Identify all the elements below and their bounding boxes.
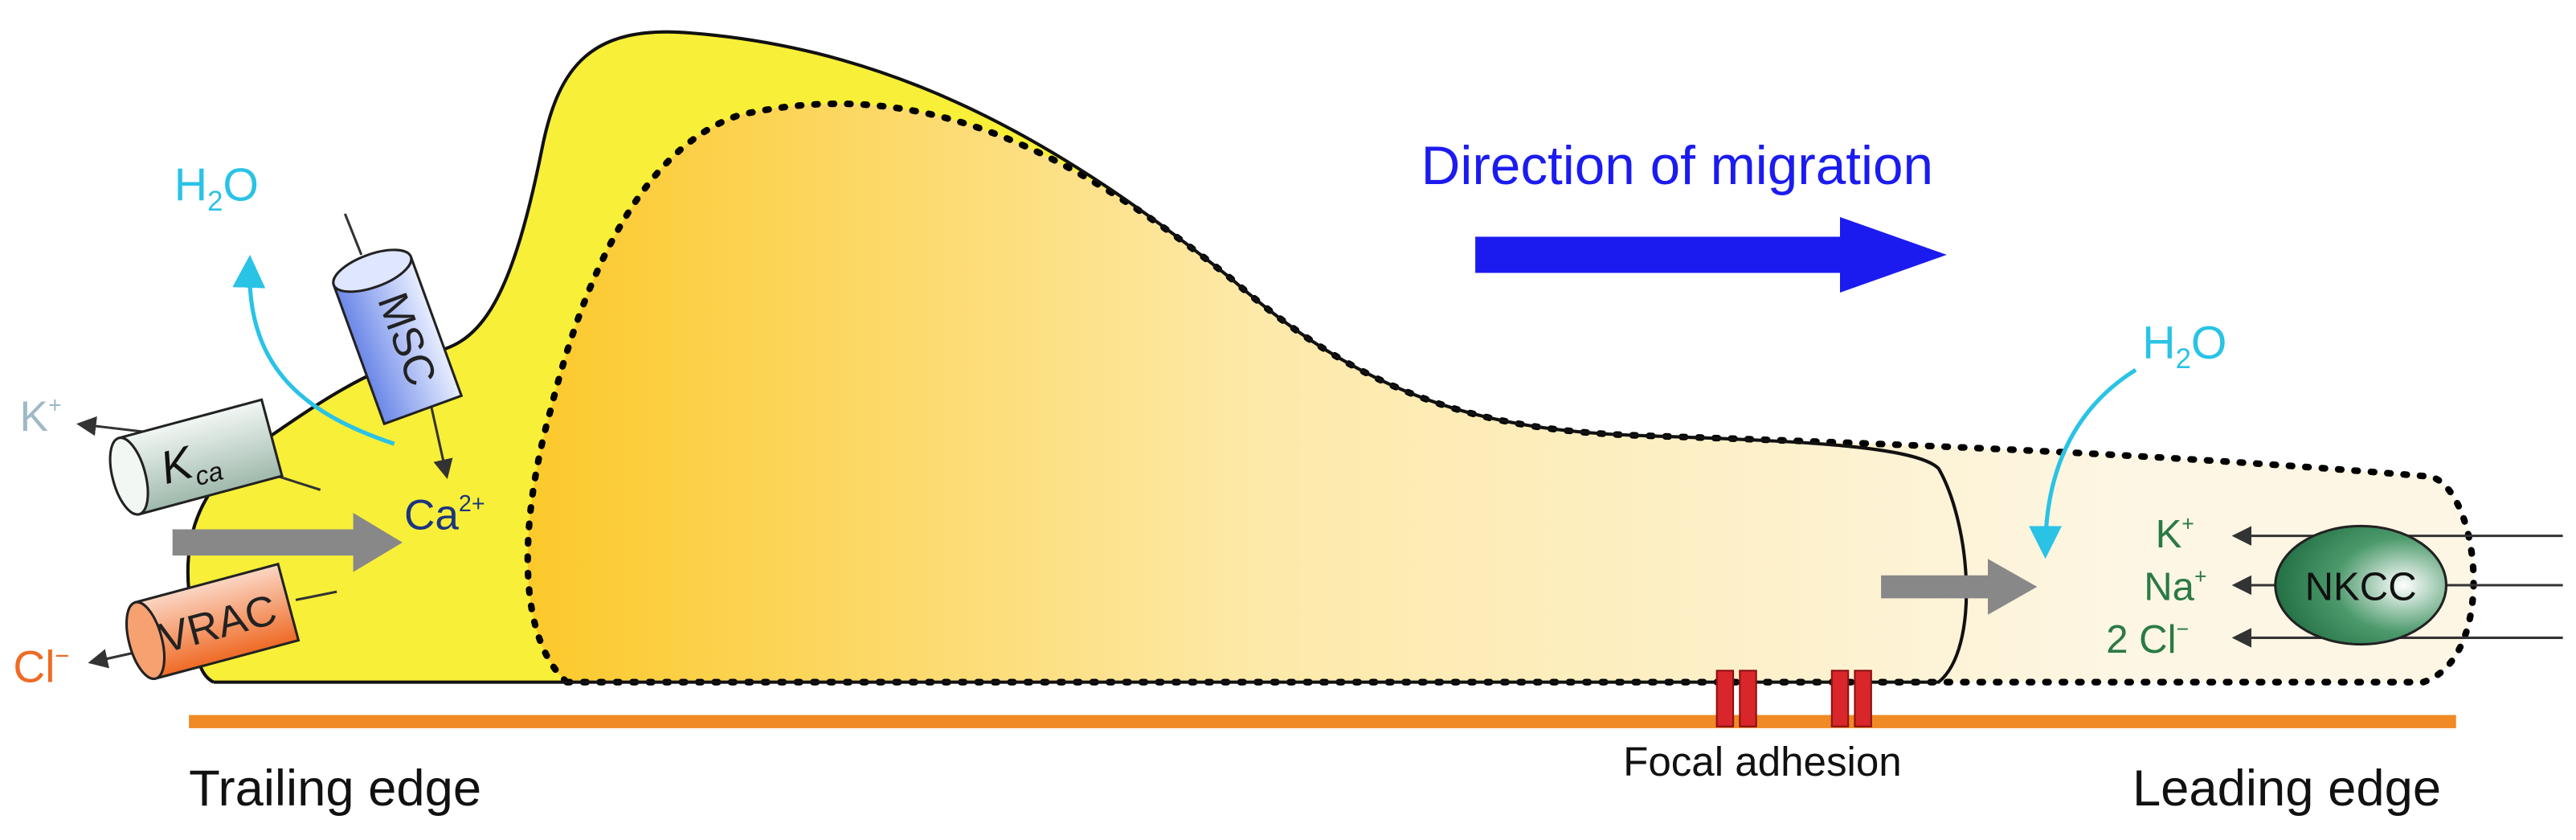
labels: Direction of migration Trailing edge Lea…	[13, 136, 2441, 817]
vrac-channel	[125, 562, 301, 681]
msc-channel	[332, 248, 464, 426]
trailing-edge-label: Trailing edge	[189, 760, 481, 817]
focal-adhesion-label: Focal adhesion	[1623, 739, 1902, 785]
k-right: K+	[2156, 512, 2194, 556]
nkcc-label: NKCC	[2305, 565, 2417, 608]
h2o-right: H2O	[2142, 318, 2226, 375]
focal-adhesions	[1715, 670, 1872, 727]
water-arrows	[232, 255, 2137, 559]
direction-label: Direction of migration	[1421, 136, 1933, 196]
leading-edge-label: Leading edge	[2132, 760, 2441, 817]
cell	[186, 30, 2477, 686]
cl-left: Cl−	[13, 642, 69, 692]
h2o-left: H2O	[174, 160, 259, 217]
na-right: Na+	[2144, 564, 2206, 608]
substrate	[189, 715, 2456, 728]
gray-arrow	[1881, 559, 2038, 615]
migration-arrow	[1475, 216, 1947, 293]
kca-channel	[108, 398, 284, 516]
k-left: K+	[20, 392, 62, 440]
nkcc-transporter	[2274, 524, 2448, 646]
cl-right: 2 Cl−	[2106, 617, 2189, 661]
ca-ion: Ca2+	[404, 491, 485, 539]
gray-arrow	[172, 513, 403, 572]
